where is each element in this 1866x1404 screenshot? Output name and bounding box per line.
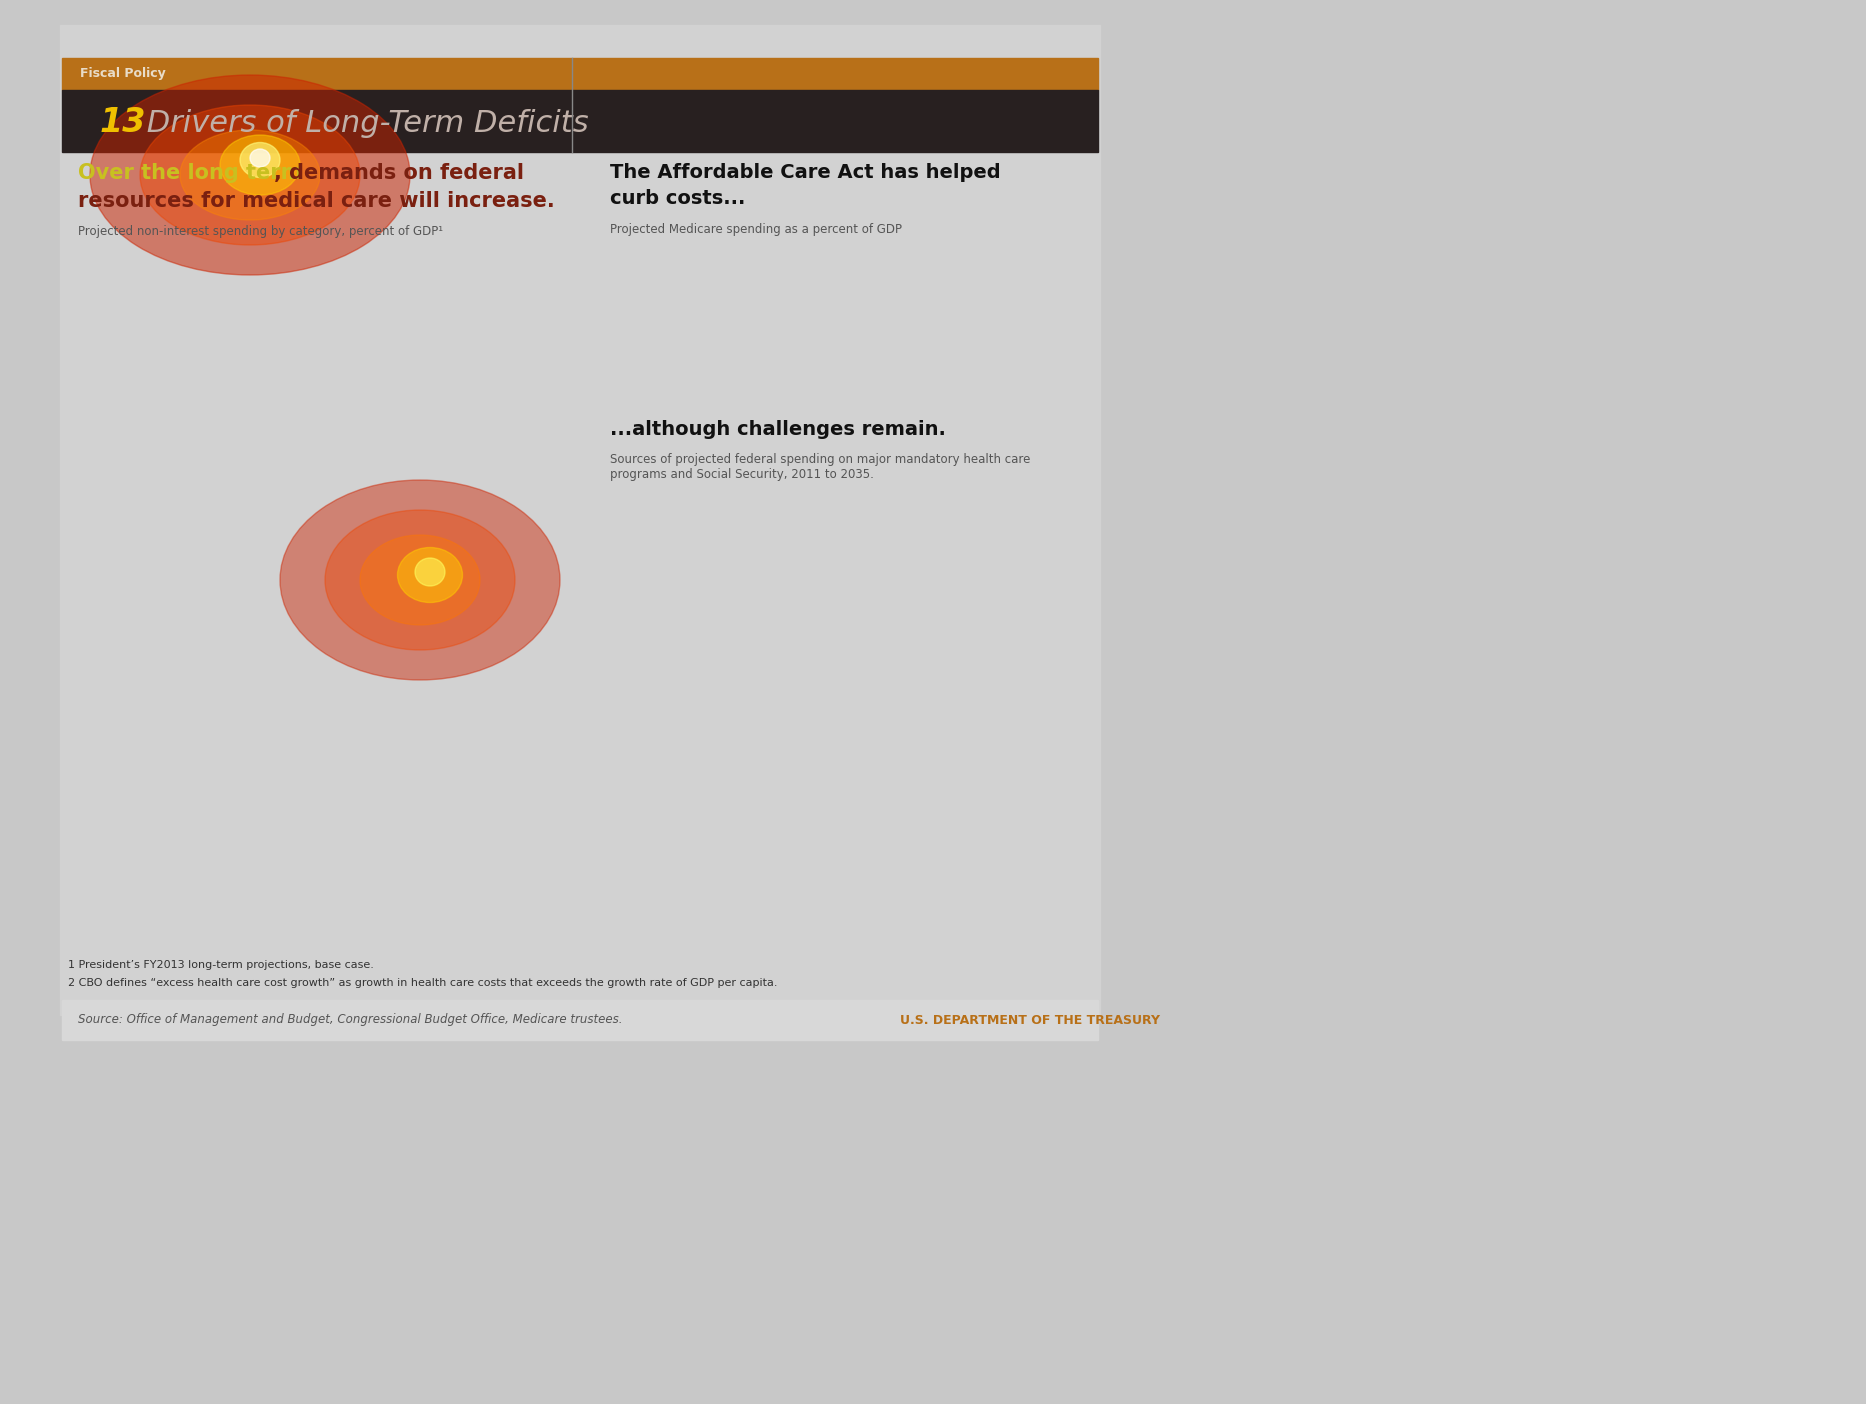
Ellipse shape <box>250 149 271 167</box>
Ellipse shape <box>325 510 515 650</box>
Text: 2011 projection: 2011 projection <box>1489 724 1594 737</box>
Ellipse shape <box>397 548 463 602</box>
Bar <box>62 90 1097 152</box>
Ellipse shape <box>360 535 480 625</box>
Text: after the: after the <box>1489 747 1534 757</box>
Text: Medicare &
Medicaid: Medicare & Medicaid <box>980 629 1064 657</box>
Text: ...although challenges remain.: ...although challenges remain. <box>610 420 946 439</box>
Ellipse shape <box>220 135 300 195</box>
Text: , demands on federal: , demands on federal <box>274 163 524 183</box>
Bar <box>1351 1007 1457 1028</box>
Text: Other
mandatory: Other mandatory <box>980 1001 1060 1029</box>
Ellipse shape <box>280 480 560 680</box>
Text: Projected Medicare spending as a percent of GDP: Projected Medicare spending as a percent… <box>610 223 901 236</box>
Bar <box>1629 995 1735 1060</box>
Text: Social
Security: Social Security <box>980 767 1041 795</box>
Ellipse shape <box>140 105 360 246</box>
Text: Affordable Care Act: Affordable Care Act <box>1276 664 1379 674</box>
Bar <box>1351 1060 1457 1243</box>
Ellipse shape <box>241 142 280 177</box>
Bar <box>1489 1012 1595 1060</box>
Bar <box>1211 1060 1317 1243</box>
Text: Fiscal Policy: Fiscal Policy <box>80 67 166 80</box>
Text: Due to aging: Due to aging <box>1442 1011 1532 1024</box>
Text: 12 percent of GDP: 12 percent of GDP <box>1056 494 1164 507</box>
Bar <box>1629 935 1735 995</box>
Bar <box>1489 974 1595 1012</box>
Text: Discretionary: Discretionary <box>980 849 1080 862</box>
Ellipse shape <box>90 74 411 275</box>
Text: Sources of projected federal spending on major mandatory health care: Sources of projected federal spending on… <box>610 453 1030 466</box>
Text: 1 President’s FY2013 long-term projections, base case.: 1 President’s FY2013 long-term projectio… <box>67 960 373 970</box>
Bar <box>1073 1053 1179 1060</box>
Bar <box>1211 1043 1317 1060</box>
Bar <box>62 1000 1097 1040</box>
Text: The Affordable Care Act has helped: The Affordable Care Act has helped <box>610 163 1000 183</box>
Text: 2 CBO defines “excess health care cost growth” as growth in health care costs th: 2 CBO defines “excess health care cost g… <box>67 979 778 988</box>
Text: Due to excess  health care
        cost growth¹: Due to excess health care cost growth¹ <box>1330 903 1506 931</box>
Text: Source: Office of Management and Budget, Congressional Budget Office, Medicare t: Source: Office of Management and Budget,… <box>78 1014 623 1026</box>
Bar <box>1073 1060 1179 1243</box>
Text: Projected non-interest spending by category, percent of GDP¹: Projected non-interest spending by categ… <box>78 225 442 239</box>
Text: curb costs...: curb costs... <box>610 190 745 208</box>
Text: Over the long term: Over the long term <box>78 163 302 183</box>
Bar <box>1351 1028 1457 1060</box>
Text: resources for medical care will increase.: resources for medical care will increase… <box>78 191 554 211</box>
Text: In the absence of aging or
excess health care cost
growth: In the absence of aging or excess health… <box>1400 1102 1575 1146</box>
Text: prior to the: prior to the <box>1276 644 1336 654</box>
Ellipse shape <box>179 131 319 220</box>
Text: programs and Social Security, 2011 to 2035.: programs and Social Security, 2011 to 20… <box>610 468 873 482</box>
Bar <box>1211 1033 1317 1043</box>
Text: 16 percent of GDP: 16 percent of GDP <box>1084 903 1192 915</box>
Text: 10 percent of GDP: 10 percent of GDP <box>127 472 243 484</box>
Bar <box>60 25 1099 1015</box>
Text: U.S. DEPARTMENT OF THE TREASURY: U.S. DEPARTMENT OF THE TREASURY <box>899 1014 1161 1026</box>
Ellipse shape <box>414 557 444 585</box>
Text: 13: 13 <box>101 107 147 139</box>
Text: Affordable Care Act: Affordable Care Act <box>1489 765 1592 776</box>
Bar <box>1629 1060 1735 1243</box>
Text: 2009 projection: 2009 projection <box>1276 622 1381 635</box>
Bar <box>62 58 1097 90</box>
Bar <box>1489 1060 1595 1243</box>
Text: Drivers of Long-Term Deficits: Drivers of Long-Term Deficits <box>136 108 588 138</box>
